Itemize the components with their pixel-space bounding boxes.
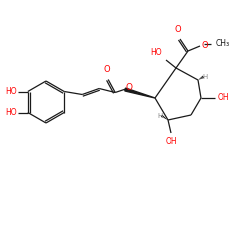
Text: OH: OH <box>165 137 177 146</box>
Polygon shape <box>125 88 155 98</box>
Text: H: H <box>202 74 207 80</box>
Text: O: O <box>201 40 207 50</box>
Text: HO: HO <box>5 108 17 117</box>
Text: O: O <box>104 66 110 74</box>
Text: HO: HO <box>5 87 17 96</box>
Text: H: H <box>158 113 163 119</box>
Text: OH: OH <box>218 94 230 102</box>
Text: O: O <box>175 25 181 34</box>
Text: O: O <box>126 83 133 92</box>
Text: CH₃: CH₃ <box>216 38 230 48</box>
Text: HO: HO <box>150 48 162 57</box>
